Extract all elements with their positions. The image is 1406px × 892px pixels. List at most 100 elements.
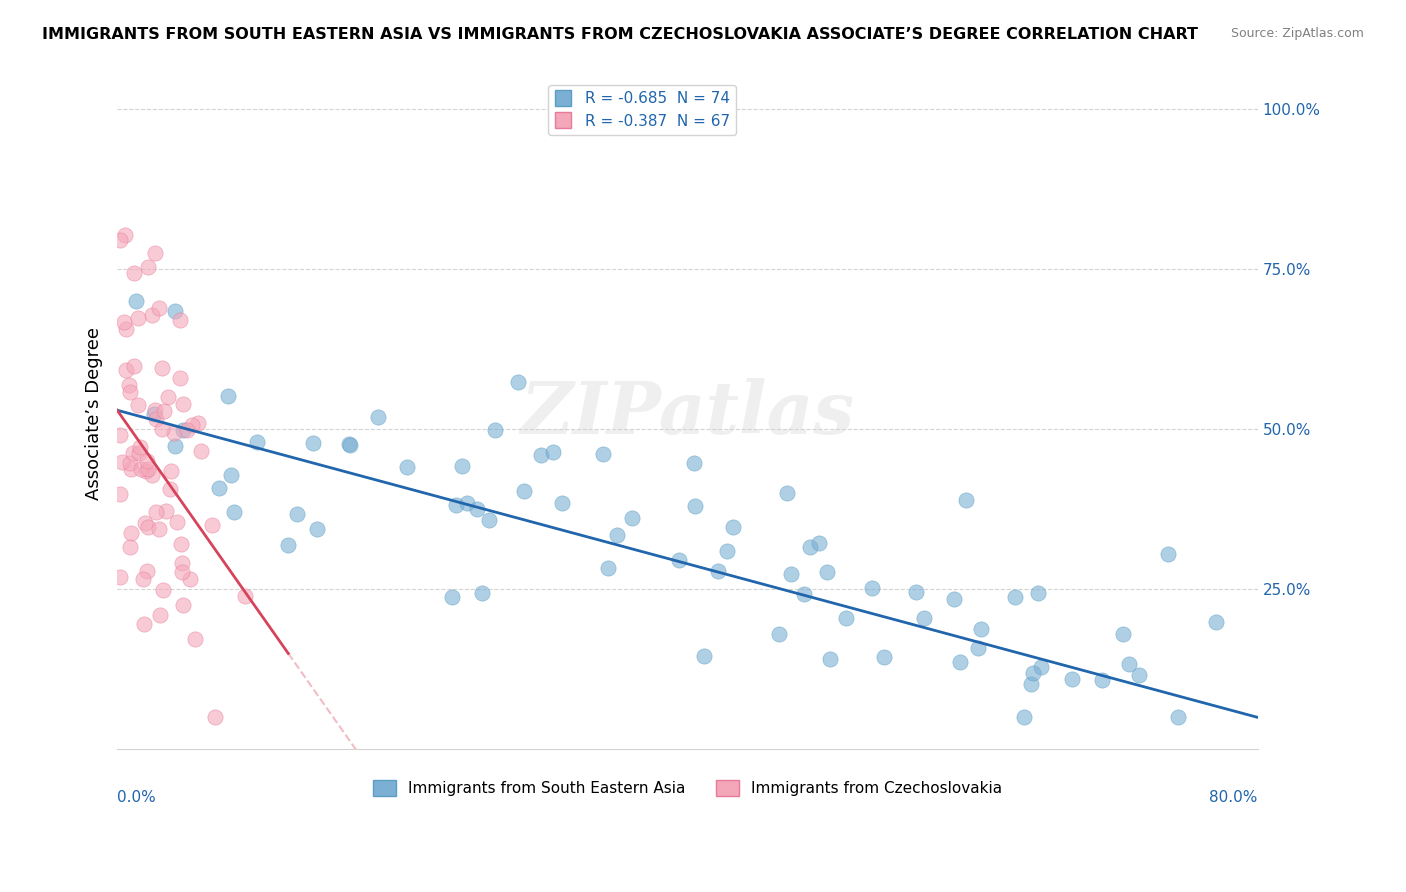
Point — [396, 460, 419, 475]
Point — [143, 245, 166, 260]
Point — [904, 585, 927, 599]
Point — [683, 499, 706, 513]
Point — [114, 315, 136, 329]
Point — [217, 389, 239, 403]
Point — [1205, 615, 1227, 630]
Point — [138, 260, 160, 274]
Point — [484, 424, 506, 438]
Point — [541, 444, 564, 458]
Point — [707, 564, 730, 578]
Point — [834, 611, 856, 625]
Point — [799, 541, 821, 555]
Point — [114, 227, 136, 242]
Point — [440, 590, 463, 604]
Point — [172, 396, 194, 410]
Point — [159, 482, 181, 496]
Point — [233, 589, 256, 603]
Point — [873, 650, 896, 665]
Point — [949, 655, 972, 669]
Point — [169, 371, 191, 385]
Point — [163, 425, 186, 440]
Point — [621, 511, 644, 525]
Point — [108, 427, 131, 442]
Point — [815, 566, 838, 580]
Point — [716, 543, 738, 558]
Text: IMMIGRANTS FROM SOUTH EASTERN ASIA VS IMMIGRANTS FROM CZECHOSLOVAKIA ASSOCIATE’S: IMMIGRANTS FROM SOUTH EASTERN ASIA VS IM… — [42, 27, 1198, 42]
Point — [478, 513, 501, 527]
Point — [179, 572, 201, 586]
Point — [156, 390, 179, 404]
Point — [145, 505, 167, 519]
Point — [942, 592, 965, 607]
Point — [605, 528, 627, 542]
Point — [108, 487, 131, 501]
Legend: R = -0.685  N = 74, R = -0.387  N = 67: R = -0.685 N = 74, R = -0.387 N = 67 — [548, 85, 735, 135]
Point — [148, 301, 170, 315]
Point — [120, 525, 142, 540]
Point — [367, 410, 389, 425]
Point — [149, 607, 172, 622]
Point — [118, 456, 141, 470]
Point — [506, 375, 529, 389]
Y-axis label: Associate’s Degree: Associate’s Degree — [86, 327, 103, 500]
Point — [143, 407, 166, 421]
Point — [169, 313, 191, 327]
Point — [551, 496, 574, 510]
Point — [184, 632, 207, 646]
Point — [127, 398, 149, 412]
Point — [793, 587, 815, 601]
Point — [818, 652, 841, 666]
Point — [122, 359, 145, 373]
Point — [165, 304, 187, 318]
Point — [446, 498, 468, 512]
Point — [127, 310, 149, 325]
Point — [204, 710, 226, 724]
Point — [1022, 666, 1045, 681]
Point — [181, 417, 204, 432]
Point — [721, 520, 744, 534]
Point — [219, 468, 242, 483]
Point — [339, 438, 361, 452]
Point — [1012, 710, 1035, 724]
Point — [1031, 660, 1053, 674]
Point — [912, 611, 935, 625]
Point — [1167, 710, 1189, 724]
Point — [132, 617, 155, 632]
Point — [693, 648, 716, 663]
Point — [122, 266, 145, 280]
Point — [287, 507, 309, 521]
Point — [120, 385, 142, 400]
Point — [187, 416, 209, 430]
Point — [141, 308, 163, 322]
Point — [134, 516, 156, 531]
Point — [111, 454, 134, 468]
Point — [150, 360, 173, 375]
Point — [776, 486, 799, 500]
Point — [222, 505, 245, 519]
Text: 80.0%: 80.0% — [1209, 789, 1258, 805]
Point — [1157, 547, 1180, 561]
Point — [682, 456, 704, 470]
Point — [132, 572, 155, 586]
Point — [208, 481, 231, 495]
Point — [1128, 668, 1150, 682]
Point — [166, 515, 188, 529]
Point — [456, 496, 478, 510]
Point — [337, 436, 360, 450]
Point — [465, 502, 488, 516]
Point — [129, 461, 152, 475]
Point — [450, 459, 472, 474]
Point — [152, 582, 174, 597]
Point — [172, 598, 194, 612]
Point — [1004, 590, 1026, 604]
Point — [170, 556, 193, 570]
Point — [135, 564, 157, 578]
Point — [530, 448, 553, 462]
Point — [118, 378, 141, 392]
Point — [135, 464, 157, 478]
Point — [160, 464, 183, 478]
Point — [471, 586, 494, 600]
Point — [108, 233, 131, 247]
Point — [277, 538, 299, 552]
Text: 0.0%: 0.0% — [117, 789, 156, 805]
